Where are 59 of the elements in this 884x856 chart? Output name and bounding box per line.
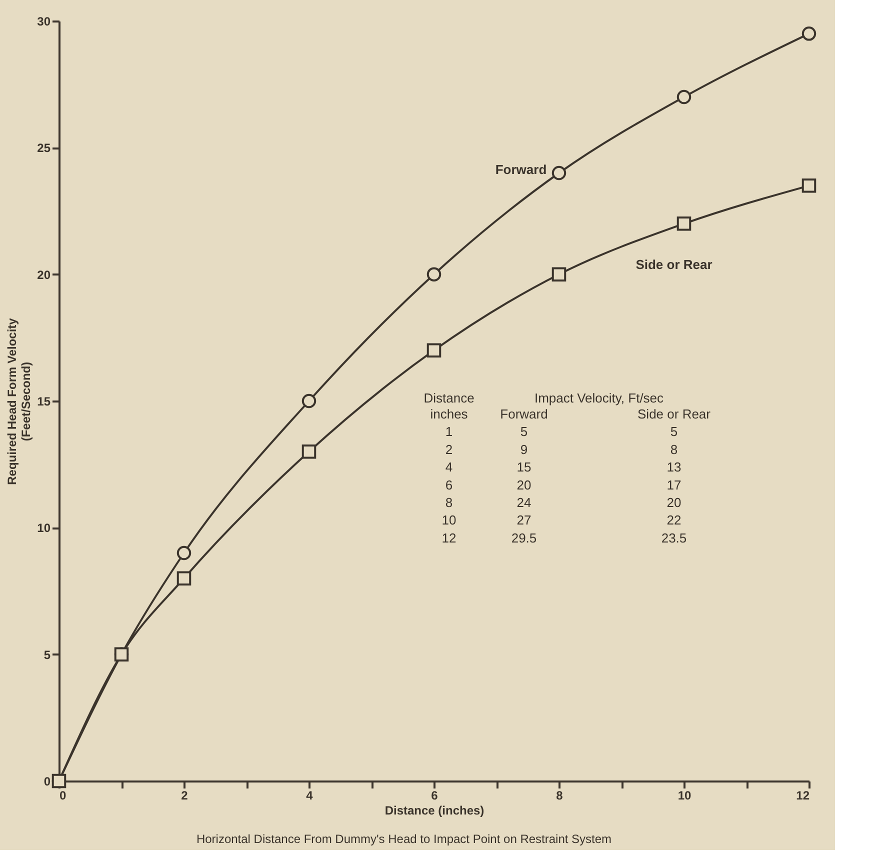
point (676, 90, 692, 104)
point (676, 216, 692, 231)
point (176, 571, 192, 586)
point (552, 166, 566, 180)
x-tick-label: 8 (556, 788, 564, 802)
x-tick-label: 12 (796, 788, 810, 802)
point (802, 26, 816, 41)
annotation: Forward (500, 406, 548, 422)
point (114, 647, 129, 662)
y-axis-title: Required Head Form Velocity (Feet/Second) (5, 318, 34, 485)
annotation: 22 (666, 512, 682, 528)
x-axis-title: Distance (inches) (384, 804, 484, 818)
text: Horizontal Distance From Dummy's Head to Impact Point on Restraint System (196, 832, 612, 846)
point (302, 394, 316, 408)
annotation: 27 (516, 512, 532, 528)
annotation: 12 (442, 530, 456, 546)
annotation: Distance (424, 390, 474, 406)
point (426, 343, 442, 358)
annotation: 20 (516, 477, 532, 492)
annotation: 20 (666, 494, 682, 510)
annotation: Impact Velocity, Ft/sec (534, 390, 664, 406)
x-tick-label: 10 (678, 788, 692, 802)
annotation: 9 (520, 442, 528, 457)
annotation: 13 (666, 460, 682, 475)
y-tick-label: 0 (44, 774, 51, 788)
annotation: 24 (516, 494, 532, 510)
x-tick-label: 4 (306, 788, 314, 802)
annotation: 2 (445, 442, 453, 457)
x-tick-label: 2 (181, 788, 188, 802)
annotation: 5 (520, 424, 528, 440)
y-tick-label: 20 (37, 268, 51, 282)
point (52, 774, 66, 788)
annotation: 23.5 (661, 530, 687, 546)
point (176, 546, 192, 560)
annotation: Side or Rear (638, 406, 712, 422)
series-label: Forward (495, 162, 547, 177)
x-tick-label: 0 (60, 788, 66, 802)
y-tick-label: 15 (37, 394, 51, 408)
annotation: 5 (670, 424, 678, 440)
point (552, 267, 566, 282)
y-tick-label: 25 (37, 141, 51, 156)
series-label: Side or Rear (636, 256, 712, 272)
point (302, 444, 316, 459)
y-tick-label: 30 (37, 14, 51, 28)
y-tick-label: 5 (44, 648, 51, 662)
point (802, 178, 816, 193)
annotation: 8 (670, 442, 678, 457)
annotation: 10 (442, 512, 456, 528)
y-tick-label: 10 (37, 521, 51, 536)
point (426, 267, 442, 282)
annotation: 29.5 (511, 530, 537, 546)
annotation: 4 (445, 460, 453, 475)
x-tick-label: 6 (431, 788, 438, 802)
annotation: 17 (666, 477, 682, 492)
annotation: 8 (445, 494, 453, 510)
annotation: inches (430, 406, 468, 422)
annotation: 15 (516, 460, 532, 475)
annotation: 6 (445, 477, 453, 492)
annotation: 1 (445, 424, 453, 440)
